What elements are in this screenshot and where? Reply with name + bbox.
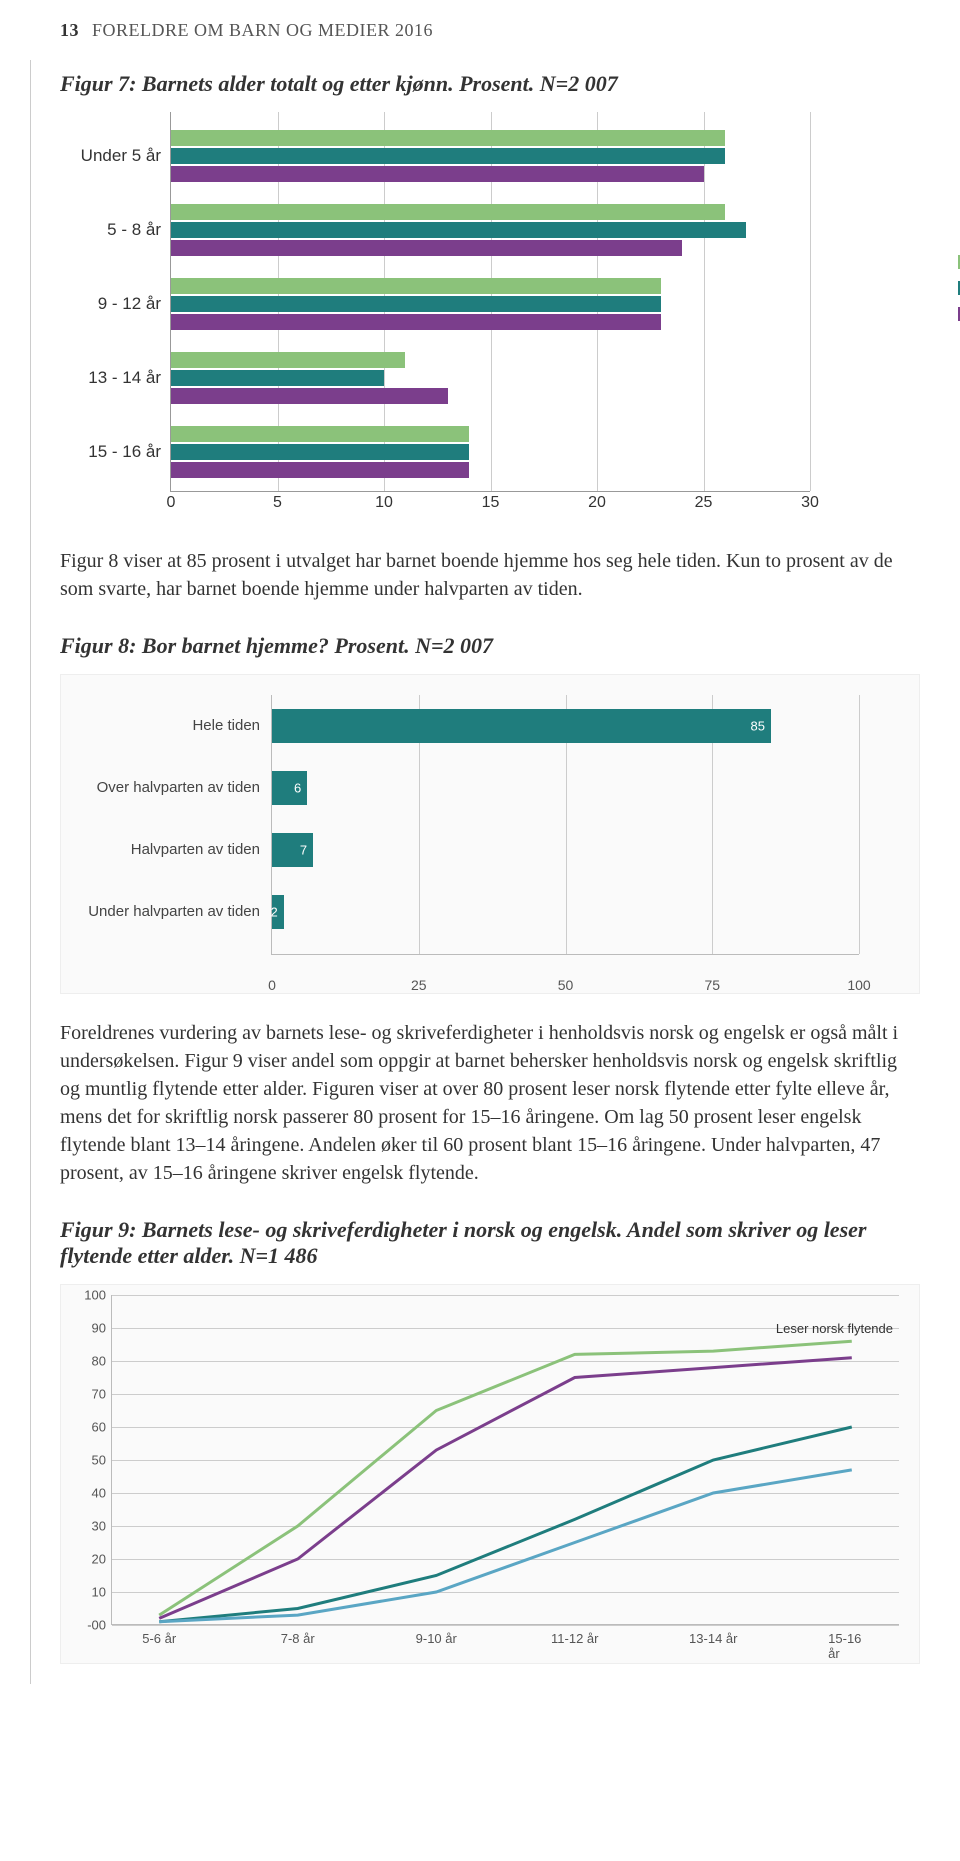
fig7-xtick: 10 [375,494,393,512]
fig9-xtick: 9-10 år [416,1631,457,1646]
fig9-intro-paragraph: Foreldrenes vurdering av barnets lese- o… [60,1019,920,1187]
fig9-ytick: 10 [72,1585,106,1600]
fig9-chart: -00 10 20 30 40 50 60 70 80 90 100 5-6 år 7-8 år 9-10… [60,1284,920,1664]
fig8-value-label: 85 [750,719,764,734]
fig8-xtick: 25 [411,977,427,993]
running-title: FORELDRE OM BARN OG MEDIER 2016 [92,20,433,40]
fig7-bar [171,314,661,330]
fig7-bar [171,166,704,182]
fig8-bar: Hele tiden85 [272,709,771,743]
fig9-ytick: 30 [72,1519,106,1534]
fig8-chart: 0255075100Hele tiden85Over halvparten av… [60,674,920,994]
fig7-category-label: 9 - 12 år [61,294,161,314]
fig7-category-label: 5 - 8 år [61,220,161,240]
fig7-category-label: 13 - 14 år [61,368,161,388]
fig9-ytick: 20 [72,1552,106,1567]
fig9-ytick: 70 [72,1387,106,1402]
fig9-ytick: -00 [72,1618,106,1633]
fig7-bar [171,148,725,164]
fig8-category-label: Halvparten av tiden [70,841,260,858]
fig7-bar [171,240,682,256]
fig7-xtick: 25 [695,494,713,512]
fig9-title: Figur 9: Barnets lese- og skriveferdighe… [60,1217,920,1269]
fig8-category-label: Over halvparten av tiden [70,779,260,796]
fig8-category-label: Under halvparten av tiden [70,903,260,920]
fig7-xtick: 20 [588,494,606,512]
running-header: 13 FORELDRE OM BARN OG MEDIER 2016 [60,20,920,41]
fig7-bar [171,204,725,220]
fig8-title: Figur 8: Bor barnet hjemme? Prosent. N=2… [60,633,920,659]
fig8-value-label: 7 [300,843,307,858]
fig8-bar: Halvparten av tiden7 [272,833,313,867]
fig7-category-label: Under 5 år [61,146,161,166]
fig7-bar [171,130,725,146]
fig8-value-label: 6 [294,781,301,796]
fig7-bar [171,370,384,386]
fig8-xtick: 100 [847,977,870,993]
fig9-ytick: 90 [72,1321,106,1336]
fig7-bar [171,444,469,460]
fig7-xtick: 5 [273,494,282,512]
fig7-xtick: 0 [167,494,176,512]
fig7-chart: 0 5 10 15 20 25 30 Under 5 år 5 - 8 år 9 - 12 år 1… [60,112,920,522]
fig8-category-label: Hele tiden [70,717,260,734]
fig9-ytick: 80 [72,1354,106,1369]
fig8-intro-paragraph: Figur 8 viser at 85 prosent i utvalget h… [60,547,920,603]
fig8-xtick: 75 [704,977,720,993]
fig7-title: Figur 7: Barnets alder totalt og etter k… [60,71,920,97]
fig9-ytick: 60 [72,1420,106,1435]
fig7-xtick: 15 [482,494,500,512]
page-side-rule [30,60,31,1684]
fig9-xtick: 13-14 år [689,1631,737,1646]
fig7-bar [171,222,746,238]
fig9-ytick: 40 [72,1486,106,1501]
fig9-ytick: 100 [72,1288,106,1303]
fig7-bar [171,462,469,478]
fig9-xtick: 11-12 år [551,1631,598,1646]
fig7-bar [171,352,405,368]
fig7-category-label: 15 - 16 år [61,442,161,462]
fig9-ytick: 50 [72,1453,106,1468]
page-number: 13 [60,20,79,40]
fig8-xtick: 50 [558,977,574,993]
fig8-bar: Over halvparten av tiden6 [272,771,307,805]
fig8-value-label: 2 [271,905,278,920]
fig9-line [159,1470,852,1622]
fig8-bar: Under halvparten av tiden2 [272,895,284,929]
fig9-xtick: 5-6 år [142,1631,176,1646]
fig9-xtick: 7-8 år [281,1631,315,1646]
fig7-xtick: 30 [801,494,819,512]
fig8-xtick: 0 [268,977,276,993]
fig7-bar [171,426,469,442]
fig9-line [159,1427,852,1622]
fig7-bar [171,278,661,294]
fig7-bar [171,388,448,404]
fig7-bar [171,296,661,312]
fig9-xtick: 15-16 år [828,1631,875,1661]
